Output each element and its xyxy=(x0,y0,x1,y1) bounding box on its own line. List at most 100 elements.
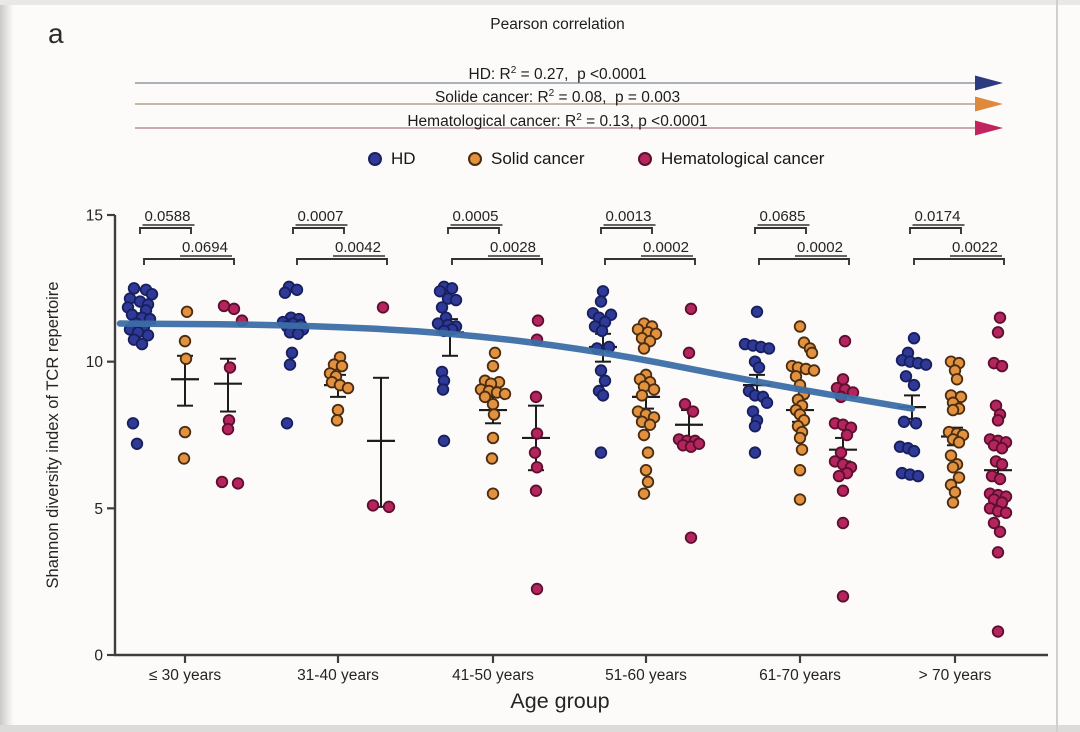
point-hema xyxy=(999,506,1013,519)
point-hd xyxy=(141,329,155,342)
point-hd xyxy=(594,364,608,377)
point-hema xyxy=(993,525,1007,539)
point-hd xyxy=(594,295,608,308)
point-hema xyxy=(987,516,1001,530)
point-solid xyxy=(647,383,661,396)
point-solid xyxy=(178,334,192,348)
point-hema xyxy=(530,427,544,440)
point-solid xyxy=(485,452,499,465)
point-solid xyxy=(637,487,651,500)
p-value-label: 0.0028 xyxy=(490,239,536,256)
point-hema xyxy=(223,361,237,374)
point-hd xyxy=(437,434,451,448)
point-hema xyxy=(529,390,543,404)
point-solid xyxy=(944,449,958,462)
point-solid xyxy=(946,403,960,417)
point-solid xyxy=(805,346,819,360)
r-squared-sup: 2 xyxy=(510,65,517,76)
significance-bracket xyxy=(758,258,850,265)
point-hema xyxy=(529,484,543,497)
point-hd xyxy=(899,370,913,383)
point-hema xyxy=(995,442,1009,455)
pearson-row-hema-stats: = 0.13, p <0.0001 xyxy=(581,113,708,131)
point-hd xyxy=(598,374,612,387)
point-hema xyxy=(834,446,848,459)
pearson-row-hd-text: HD: R xyxy=(468,66,511,84)
point-solid xyxy=(946,461,960,474)
point-solid xyxy=(486,359,500,373)
significance-bracket xyxy=(296,258,388,265)
correlation-arrow-head-icon xyxy=(975,96,1003,112)
point-hema xyxy=(221,422,235,436)
point-solid xyxy=(478,390,492,404)
point-hd xyxy=(126,417,140,430)
p-value-label: 0.0002 xyxy=(643,239,689,256)
point-hd xyxy=(748,446,762,459)
pearson-row-solid-text: Solide cancer: R xyxy=(434,89,549,107)
point-hd xyxy=(280,417,294,430)
point-hema xyxy=(530,461,544,474)
pearson-row-hd-stats: = 0.27, p <0.0001 xyxy=(516,66,647,84)
p-value-label: 0.0685 xyxy=(760,208,806,225)
point-solid xyxy=(486,431,500,445)
point-solid xyxy=(639,464,653,477)
point-hema xyxy=(832,469,846,483)
solid-cancer-dot-icon xyxy=(468,152,482,166)
point-hema xyxy=(227,302,241,316)
p-value-label: 0.0022 xyxy=(952,239,998,256)
point-hema xyxy=(684,302,698,316)
x-tick-label: > 70 years xyxy=(919,667,992,684)
p-value-label: 0.0007 xyxy=(298,208,344,225)
point-solid xyxy=(795,443,809,456)
point-solid xyxy=(643,418,657,431)
hematological-cancer-dot-icon xyxy=(638,152,652,166)
point-hema xyxy=(366,499,380,512)
legend-label-hd: HD xyxy=(391,149,416,168)
pearson-row-hema-text: Hematological cancer: R xyxy=(407,113,577,131)
y-axis-title: Shannon diversity index of TCR repertoir… xyxy=(44,282,62,589)
p-value-label: 0.0694 xyxy=(182,239,228,256)
point-hd xyxy=(907,444,921,458)
point-hema xyxy=(215,475,229,489)
point-solid xyxy=(341,381,355,395)
r-squared-sup: 2 xyxy=(548,88,555,99)
legend-item-hd: HD xyxy=(368,149,416,169)
point-solid xyxy=(948,486,962,499)
point-hd xyxy=(762,342,776,355)
point-solid xyxy=(793,493,807,506)
point-hema xyxy=(836,590,850,603)
point-hd xyxy=(135,337,149,351)
point-solid xyxy=(335,359,349,373)
x-tick-label: 51-60 years xyxy=(605,667,687,684)
point-hema xyxy=(836,484,850,497)
p-value-label: 0.0005 xyxy=(453,208,499,225)
point-hd xyxy=(145,288,159,301)
point-hema xyxy=(991,546,1005,559)
point-hema xyxy=(993,472,1007,486)
point-solid xyxy=(641,475,655,489)
point-hema xyxy=(231,477,245,490)
point-solid xyxy=(952,471,966,484)
point-solid xyxy=(793,464,807,477)
point-solid xyxy=(952,436,966,449)
point-solid xyxy=(179,352,193,365)
significance-bracket xyxy=(451,258,543,265)
point-hd xyxy=(436,383,450,396)
point-hema xyxy=(686,405,700,418)
pearson-correlation-title: Pearson correlation xyxy=(490,16,625,33)
point-solid xyxy=(637,428,651,442)
point-solid xyxy=(950,373,964,386)
point-hd xyxy=(760,396,774,409)
pearson-row-hd: HD: R2 = 0.27, p <0.0001 xyxy=(135,62,980,84)
y-tick-label: 15 xyxy=(86,208,103,225)
significance-bracket xyxy=(600,227,653,234)
point-hd xyxy=(752,361,766,374)
point-hema xyxy=(682,346,696,360)
point-hema xyxy=(678,398,692,411)
point-hema xyxy=(838,334,852,348)
point-solid xyxy=(486,487,500,500)
significance-bracket xyxy=(909,227,962,234)
point-solid xyxy=(177,452,191,465)
point-hd xyxy=(433,285,447,298)
